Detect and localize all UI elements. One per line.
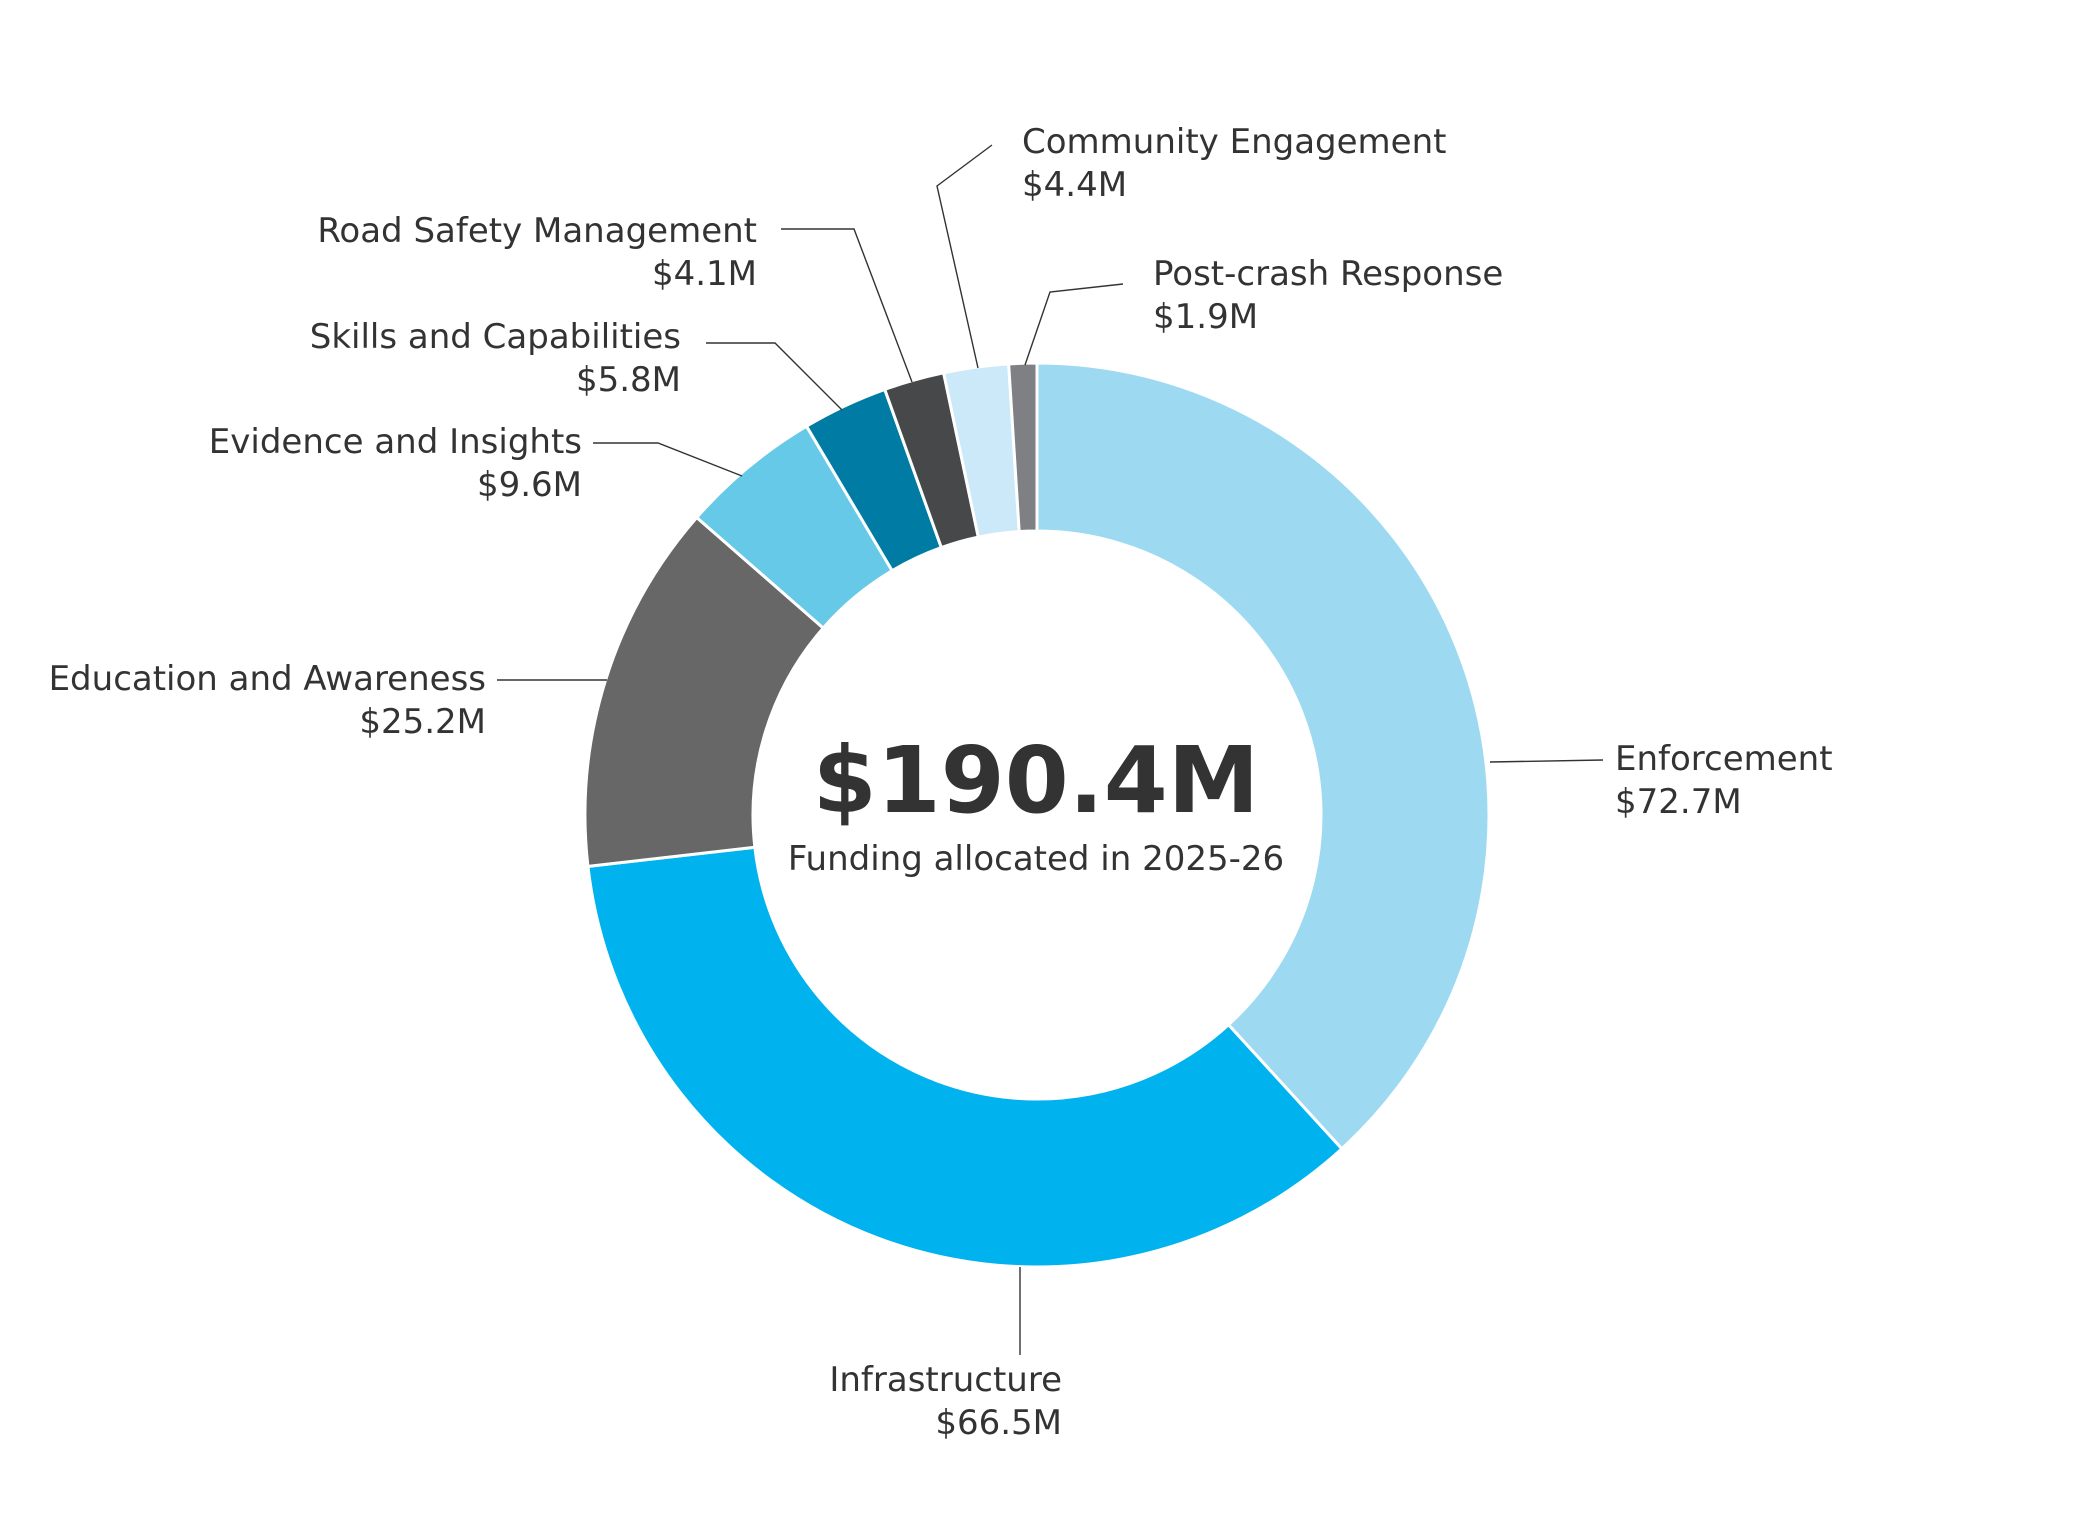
leader-line-community-engagement [936,144,993,369]
slice-enforcement [1035,361,1491,1151]
label-name-infrastructure: Infrastructure [829,1360,1062,1400]
label-name-road-safety-management: Road Safety Management [317,211,757,251]
label-value-post-crash-response: $1.9M [1153,297,1258,337]
label-name-post-crash-response: Post-crash Response [1153,254,1503,294]
leader-line-skills-and-capabilities [706,342,843,411]
label-name-enforcement: Enforcement [1615,739,1833,779]
slice-labels: Enforcement$72.7M Infrastructure$66.5M Edu… [49,122,1833,1443]
label-name-skills-and-capabilities: Skills and Capabilities [310,317,681,357]
leader-line-road-safety-management [781,228,913,383]
leader-lines [497,144,1604,1355]
label-name-community-engagement: Community Engagement [1022,122,1446,162]
label-name-evidence-and-insights: Evidence and Insights [209,422,582,462]
leader-line-evidence-and-insights [593,442,743,477]
label-value-education-and-awareness: $25.2M [359,702,486,742]
leader-line-post-crash-response [1024,283,1124,366]
label-value-skills-and-capabilities: $5.8M [576,360,681,400]
leader-line-enforcement [1489,759,1604,763]
slice-infrastructure [586,845,1344,1269]
label-value-infrastructure: $66.5M [935,1403,1062,1443]
label-name-education-and-awareness: Education and Awareness [49,659,486,699]
donut-slices [583,361,1491,1269]
center-total-value: $190.4M [813,727,1260,834]
label-value-community-engagement: $4.4M [1022,165,1127,205]
slice-post-crash-response [1007,361,1039,534]
center-caption: Funding allocated in 2025-26 [788,839,1284,879]
label-value-evidence-and-insights: $9.6M [477,465,582,505]
label-value-enforcement: $72.7M [1615,782,1742,822]
label-value-road-safety-management: $4.1M [652,254,757,294]
slice-education-and-awareness [583,515,826,869]
